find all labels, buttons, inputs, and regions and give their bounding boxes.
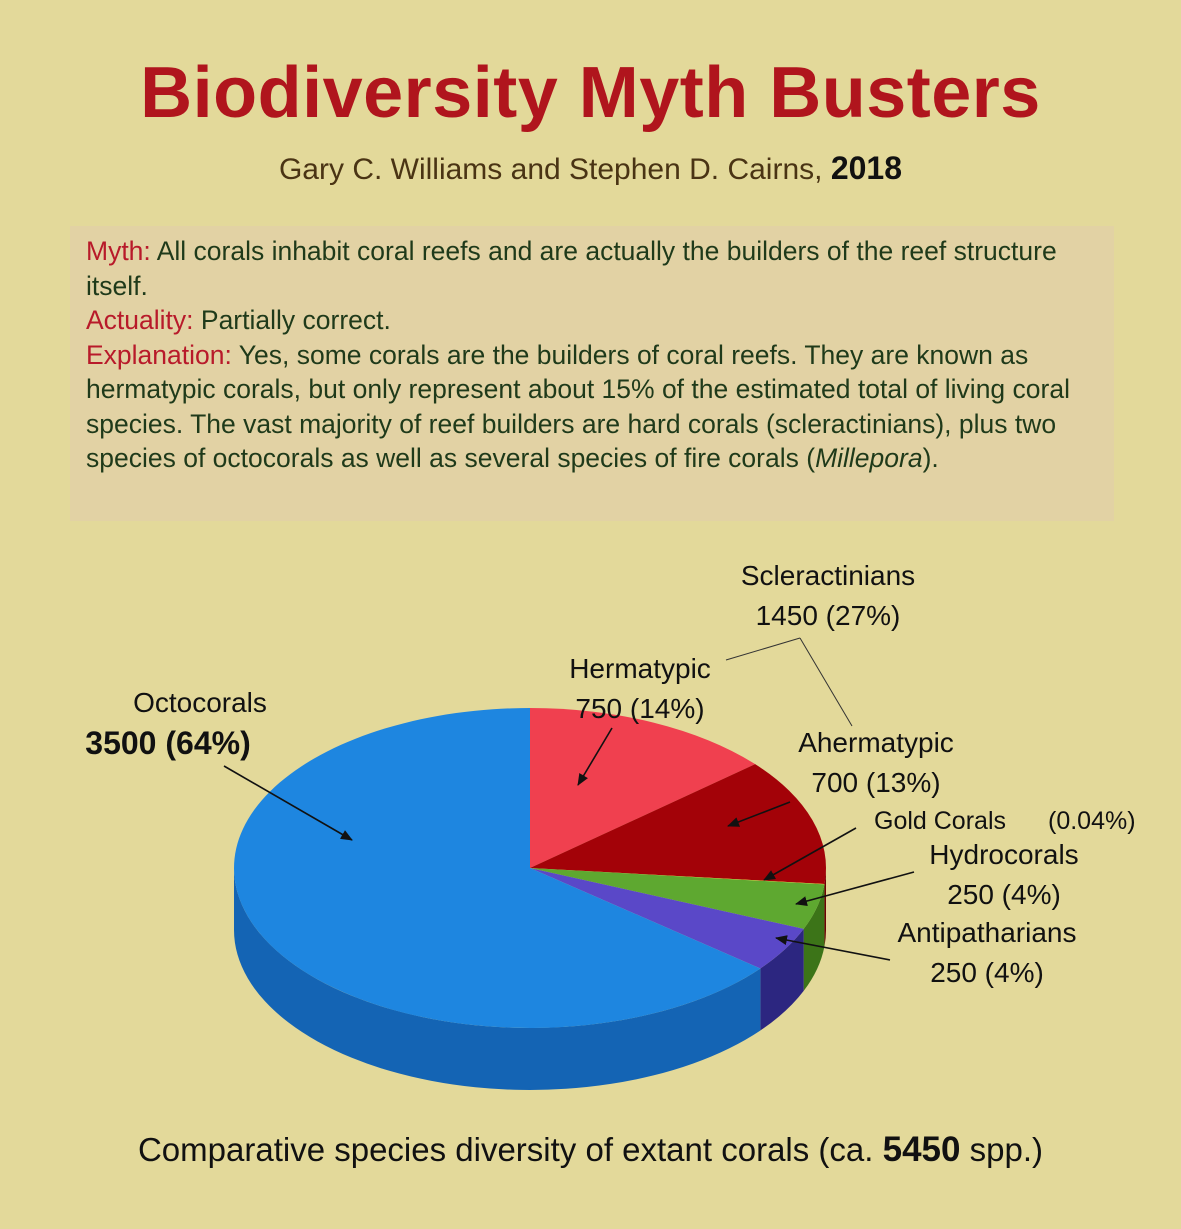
actuality-text: Partially correct. (200, 305, 391, 335)
label-octocorals: Octocorals (133, 687, 267, 718)
page-title: Biodiversity Myth Busters (140, 53, 1041, 133)
publication-year: 2018 (830, 150, 903, 186)
label-scleractinians: Scleractinians (741, 560, 915, 591)
myth-text: All corals inhabit coral reefs and are a… (86, 236, 1057, 301)
leader-arrow-gold-corals (763, 827, 857, 881)
leader-arrow-ahermatypic (727, 801, 791, 827)
value-scleractinians: 1450 (27%) (756, 600, 901, 631)
value-hermatypic: 750 (14%) (575, 693, 704, 724)
myth-explanation-box: Myth: All corals inhabit coral reefs and… (70, 226, 1114, 521)
actuality-label: Actuality: (86, 305, 194, 335)
chart-caption: Comparative species diversity of extant … (0, 1130, 1181, 1170)
value-hydrocorals: 250 (4%) (947, 879, 1061, 910)
label-antipatharians: Antipatharians (897, 917, 1076, 948)
coral-diversity-pie-chart: Hermatypic 750 (14%) Ahermatypic 700 (13%) G… (85, 560, 1136, 1090)
myth-label: Myth: (86, 236, 151, 266)
leader-arrow-antipatharians (775, 935, 891, 961)
pie-side-hydrocorals (803, 884, 825, 991)
pie-tops (234, 708, 827, 1028)
leader-arrow-hydrocorals (795, 871, 915, 906)
value-gold-corals: (0.04%) (1048, 807, 1136, 835)
label-ahermatypic: Ahermatypic (798, 727, 954, 758)
scleractinians-connector-hermatypic (725, 637, 801, 661)
leader-arrow-octocorals (223, 765, 353, 841)
authors-names: Gary C. Williams and Stephen D. Cairns, (278, 153, 823, 186)
caption-suffix: spp.) (969, 1131, 1044, 1168)
explanation-italic: Millepora (815, 443, 923, 473)
leader-arrow-hermatypic (577, 727, 613, 786)
explanation-paragraph: Explanation: Yes, some corals are the bu… (86, 338, 1098, 476)
explanation-label: Explanation: (86, 339, 232, 370)
caption-prefix: Comparative species diversity of extant … (137, 1131, 874, 1168)
pie-side-ahermatypic (824, 868, 827, 947)
pie-sides (234, 868, 827, 1090)
scleractinians-connector-ahermatypic (799, 637, 853, 727)
value-octocorals: 3500 (64%) (85, 725, 250, 761)
actuality-paragraph: Actuality: Partially correct. (86, 303, 1098, 338)
pie-slice-ahermatypic (530, 764, 827, 885)
pie-slice-gold-corals (530, 868, 825, 885)
pie-slice-hydrocorals (530, 868, 825, 929)
label-hydrocorals: Hydrocorals (929, 839, 1078, 870)
pie-labels: Hermatypic 750 (14%) Ahermatypic 700 (13%) G… (85, 560, 1135, 988)
value-antipatharians: 250 (4%) (930, 957, 1044, 988)
caption-total: 5450 (882, 1130, 961, 1169)
pie-side-antipatharians (760, 928, 804, 1031)
explanation-end: ). (922, 443, 939, 473)
label-gold-corals: Gold Corals (874, 807, 1006, 835)
myth-paragraph: Myth: All corals inhabit coral reefs and… (86, 234, 1098, 303)
pie-slice-antipatharians (530, 868, 804, 969)
pie-side-octocorals (234, 868, 761, 1090)
value-ahermatypic: 700 (13%) (811, 767, 940, 798)
label-hermatypic: Hermatypic (569, 653, 711, 684)
authors-line: Gary C. Williams and Stephen D. Cairns, … (0, 150, 1181, 187)
explanation-text: Yes, some corals are the builders of cor… (86, 339, 1070, 474)
pie-slice-hermatypic (530, 708, 756, 868)
pie-slice-octocorals (234, 708, 761, 1028)
